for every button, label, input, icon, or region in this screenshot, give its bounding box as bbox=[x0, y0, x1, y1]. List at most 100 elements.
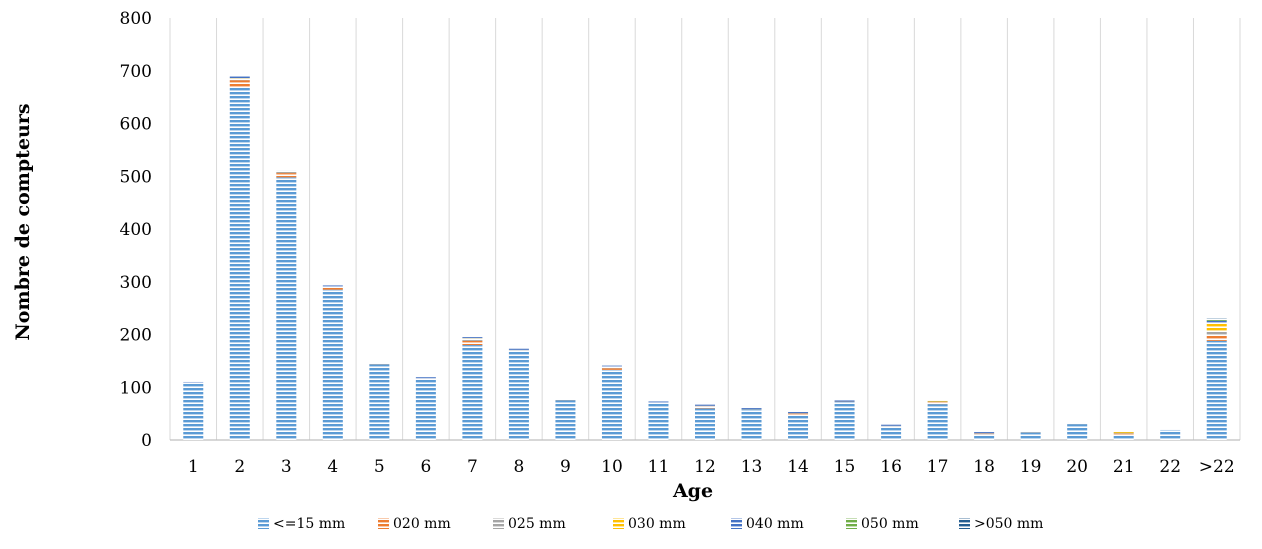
bar-segment bbox=[834, 400, 855, 402]
legend: <=15 mm 020 mm 025 mm 030 mm 040 mm 050 mm >05… bbox=[258, 516, 1043, 532]
y-tick-label: 200 bbox=[120, 326, 152, 346]
x-tick-label: 13 bbox=[741, 457, 763, 477]
bar-segment bbox=[1067, 423, 1088, 425]
bar-segment bbox=[1113, 433, 1134, 434]
legend-label: 020 mm bbox=[393, 516, 451, 532]
legend-label: 025 mm bbox=[508, 516, 566, 532]
y-axis-title: Nombre de compteurs bbox=[12, 103, 34, 340]
bar-segment bbox=[695, 406, 715, 409]
y-tick-label: 0 bbox=[141, 431, 152, 451]
x-tick-label: 19 bbox=[1020, 457, 1042, 477]
bar-segment bbox=[1067, 424, 1088, 440]
bar-segment bbox=[648, 402, 669, 404]
bar-segment bbox=[648, 403, 669, 440]
y-axis-ticks: 0 100 200 300 400 500 600 700 800 bbox=[120, 9, 152, 451]
bar-segment bbox=[369, 364, 390, 440]
bar-segment bbox=[555, 400, 576, 440]
legend-swatch bbox=[846, 518, 857, 529]
bar-segment bbox=[788, 413, 809, 414]
x-tick-label: 17 bbox=[927, 457, 949, 477]
x-tick-label: 2 bbox=[234, 457, 245, 477]
bar-segment bbox=[276, 170, 297, 172]
x-tick-label: >22 bbox=[1199, 457, 1235, 477]
x-tick-label: 12 bbox=[694, 457, 716, 477]
bar-segment bbox=[1206, 331, 1227, 335]
bar-segment bbox=[1113, 432, 1134, 434]
bar-segment bbox=[974, 434, 995, 440]
x-tick-label: 22 bbox=[1159, 457, 1181, 477]
bar-segment bbox=[648, 401, 669, 403]
bar-segment bbox=[881, 424, 902, 426]
bar-segment bbox=[1067, 422, 1088, 424]
x-tick-label: 3 bbox=[281, 457, 292, 477]
bar-segment bbox=[276, 172, 297, 174]
bar-segment bbox=[1020, 432, 1041, 440]
bar-segment bbox=[1206, 334, 1227, 341]
bar-segment bbox=[927, 404, 948, 440]
bar-segment bbox=[555, 399, 576, 401]
x-tick-label: 4 bbox=[327, 457, 338, 477]
bar-segment bbox=[974, 433, 995, 435]
bar-segment bbox=[1206, 323, 1227, 332]
legend-label: 050 mm bbox=[861, 516, 919, 532]
bar-segment bbox=[1206, 320, 1227, 324]
bar-segment bbox=[322, 286, 343, 288]
legend-swatch bbox=[731, 518, 742, 529]
y-tick-label: 700 bbox=[120, 62, 152, 82]
bar-segment bbox=[229, 76, 250, 79]
legend-label: 040 mm bbox=[746, 516, 804, 532]
legend-swatch bbox=[613, 518, 624, 529]
bar-segment bbox=[1206, 318, 1227, 320]
bar-segment bbox=[974, 432, 995, 434]
legend-label: >050 mm bbox=[974, 516, 1043, 532]
bar-segment bbox=[369, 364, 390, 365]
legend-label: <=15 mm bbox=[273, 516, 345, 532]
bar-segment bbox=[1020, 432, 1041, 433]
bar-segment bbox=[601, 368, 622, 370]
bar-segment bbox=[741, 407, 762, 409]
bar-segment bbox=[1160, 429, 1181, 440]
bars bbox=[183, 76, 1227, 440]
bar-segment bbox=[322, 287, 343, 290]
x-tick-label: 6 bbox=[420, 457, 431, 477]
bar-segment bbox=[322, 289, 343, 440]
bar-segment bbox=[229, 78, 250, 79]
bar-segment bbox=[462, 337, 483, 339]
x-tick-label: 16 bbox=[880, 457, 902, 477]
legend-swatch bbox=[258, 518, 269, 529]
bar-segment bbox=[834, 401, 855, 403]
x-tick-label: 7 bbox=[467, 457, 478, 477]
y-tick-label: 100 bbox=[120, 378, 152, 398]
y-tick-label: 300 bbox=[120, 273, 152, 293]
bar-segment bbox=[229, 80, 250, 87]
bar-segment bbox=[462, 339, 483, 341]
bar-segment bbox=[508, 349, 529, 351]
bar-segment bbox=[322, 285, 343, 287]
bar-segment bbox=[369, 362, 390, 365]
bar-segment bbox=[415, 378, 436, 440]
bar-segment bbox=[508, 348, 529, 350]
bar-segment bbox=[1206, 340, 1227, 440]
bar-segment bbox=[276, 171, 297, 173]
bar-segment bbox=[1113, 430, 1134, 432]
x-tick-label: 15 bbox=[834, 457, 856, 477]
x-tick-label: 20 bbox=[1066, 457, 1088, 477]
bar-segment bbox=[927, 401, 948, 403]
bar-segment bbox=[834, 402, 855, 440]
x-tick-label: 14 bbox=[787, 457, 809, 477]
bar-segment bbox=[741, 408, 762, 410]
x-tick-label: 1 bbox=[188, 457, 199, 477]
legend-swatch bbox=[493, 518, 504, 529]
x-tick-label: 8 bbox=[513, 457, 524, 477]
x-tick-label: 11 bbox=[648, 457, 670, 477]
bar-segment bbox=[183, 381, 204, 384]
bar-segment bbox=[695, 408, 715, 440]
legend-swatch bbox=[378, 518, 389, 529]
bar-segment bbox=[415, 378, 436, 379]
x-tick-label: 21 bbox=[1113, 457, 1135, 477]
bar-segment bbox=[881, 425, 902, 427]
legend-swatch bbox=[959, 518, 970, 529]
bar-segment bbox=[788, 413, 809, 416]
bar-segment bbox=[1113, 434, 1134, 440]
